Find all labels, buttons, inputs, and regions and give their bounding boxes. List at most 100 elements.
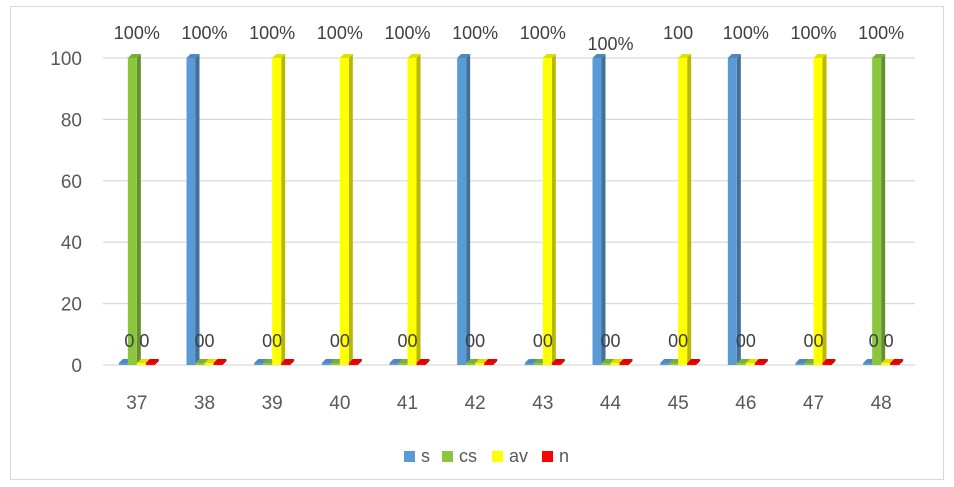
bar-side (281, 54, 286, 365)
bar-n (348, 363, 358, 365)
bar-top (475, 359, 489, 363)
bar-side (899, 359, 904, 365)
data-label-top: 100 (663, 23, 693, 43)
bar-top (872, 54, 886, 58)
bar-top (881, 359, 895, 363)
bar-top (484, 359, 498, 363)
bar-side (425, 359, 430, 365)
bar-top (321, 359, 335, 363)
data-label-top: 100% (587, 34, 633, 54)
bar-top (457, 54, 471, 58)
bar-side (628, 359, 633, 365)
bar-av (745, 363, 755, 365)
bar-side (154, 359, 159, 365)
data-label-top: 100% (317, 23, 363, 43)
data-label-bottom: 00 (262, 331, 282, 351)
bar-av (881, 363, 891, 365)
bar-cs (195, 363, 205, 365)
data-label-bottom: 00 (194, 331, 214, 351)
x-tick-label: 44 (600, 393, 622, 414)
legend-label: cs (459, 446, 477, 466)
legend-swatch-s (404, 451, 415, 462)
bar-top (610, 359, 624, 363)
bar-side (881, 54, 886, 365)
bar-top (687, 359, 701, 363)
data-label-bottom: 00 (600, 331, 620, 351)
bar-side (136, 54, 141, 365)
bar-top (551, 359, 565, 363)
bar-top (272, 54, 286, 58)
bar-s (795, 363, 805, 365)
data-label-top: 100% (790, 23, 836, 43)
bar-n (687, 363, 697, 365)
bar-s (660, 363, 670, 365)
bar-cs (736, 363, 746, 365)
bar-av (339, 58, 349, 365)
bar-top (407, 54, 421, 58)
bar-side (822, 54, 827, 365)
bar-n (822, 363, 832, 365)
bar-top (754, 359, 768, 363)
bar-av (475, 363, 485, 365)
bar-top (127, 54, 141, 58)
x-tick-label: 37 (126, 393, 147, 414)
bar-cs (263, 363, 273, 365)
data-label-bottom: 00 (736, 331, 756, 351)
bar-side (222, 359, 227, 365)
bar-s (186, 58, 196, 365)
x-tick-label: 47 (803, 393, 824, 414)
bar-av (542, 58, 552, 365)
legend-swatch-av (492, 451, 503, 462)
x-tick-label: 41 (397, 393, 418, 414)
bar-cs (330, 363, 340, 365)
bar-top (195, 359, 209, 363)
bar-n (551, 363, 561, 365)
bar-side (696, 359, 701, 365)
bar-top (339, 54, 353, 58)
bar-top (890, 359, 904, 363)
bar-av (204, 363, 214, 365)
bar-top (822, 359, 836, 363)
bar-n (416, 363, 426, 365)
data-label-bottom: 0 0 (124, 331, 149, 351)
bar-side (763, 359, 768, 365)
bar-s (254, 363, 264, 365)
bar-top (348, 359, 362, 363)
y-tick-label: 100 (50, 49, 82, 70)
bar-s (321, 363, 331, 365)
bar-side (831, 359, 836, 365)
bar-av (610, 363, 620, 365)
bar-top (813, 54, 827, 58)
data-label-bottom: 00 (465, 331, 485, 351)
x-tick-label: 40 (329, 393, 350, 414)
bar-top (186, 54, 200, 58)
bar-av (136, 363, 146, 365)
legend-label: n (559, 446, 569, 466)
data-label-top: 100% (858, 23, 904, 43)
bar-side (357, 359, 362, 365)
bar-s (524, 363, 534, 365)
bar-n (890, 363, 900, 365)
bar-side (560, 359, 565, 365)
bar-side (416, 54, 421, 365)
bar-av (407, 58, 417, 365)
bar-top (745, 359, 759, 363)
data-label-bottom: 0 0 (869, 331, 894, 351)
bar-top (136, 359, 150, 363)
bar-n (213, 363, 223, 365)
data-label-top: 100% (114, 23, 160, 43)
legend-label: s (421, 446, 430, 466)
y-tick-label: 20 (61, 295, 82, 316)
bar-top (601, 359, 615, 363)
x-tick-label: 45 (668, 393, 689, 414)
y-tick-label: 80 (61, 110, 82, 131)
x-tick-label: 42 (465, 393, 486, 414)
data-label-bottom: 00 (330, 331, 350, 351)
bar-top (416, 359, 430, 363)
bar-s (118, 363, 128, 365)
bar-cs (601, 363, 611, 365)
bar-n (754, 363, 764, 365)
bar-top (795, 359, 809, 363)
bar-n (281, 363, 291, 365)
